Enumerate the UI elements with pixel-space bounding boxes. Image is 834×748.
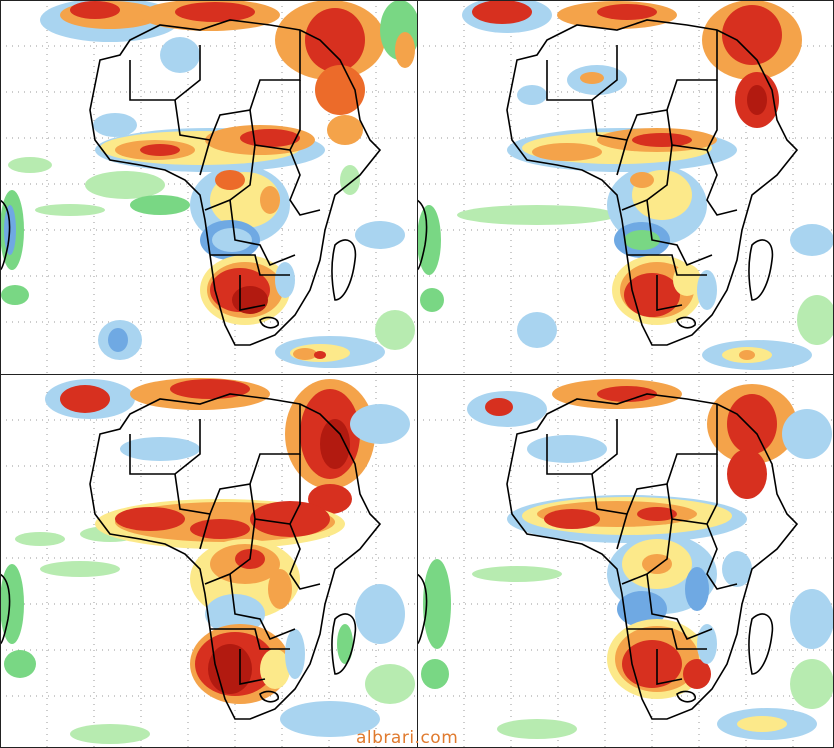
map-panel-bottom-right	[417, 374, 834, 748]
precipitation-field	[0, 0, 417, 368]
africa-precip-map	[0, 0, 417, 374]
coastlines-borders	[417, 19, 799, 346]
map-panel-bottom-left	[0, 374, 417, 748]
coastlines-borders	[0, 19, 382, 346]
africa-precip-map	[417, 0, 834, 374]
map-panel-top-right	[417, 0, 834, 374]
precipitation-field	[421, 379, 834, 740]
africa-precip-map	[417, 374, 834, 748]
coastlines-borders	[0, 393, 382, 720]
africa-precip-map	[0, 374, 417, 748]
watermark-text: albrari.com	[356, 728, 459, 748]
precipitation-field	[417, 0, 834, 370]
coastlines-borders	[417, 393, 799, 720]
map-panel-top-left	[0, 0, 417, 374]
precipitation-field	[0, 378, 415, 744]
